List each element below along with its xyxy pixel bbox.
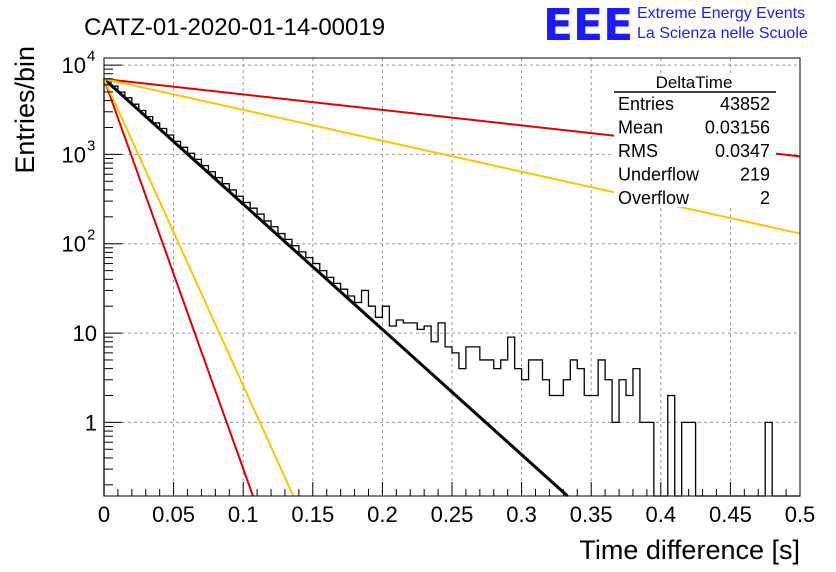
x-tick-label: 0.45 [709, 502, 752, 527]
histogram-outline [103, 78, 800, 497]
x-tick-label: 0.15 [291, 502, 334, 527]
x-tick-labels: 0 0.05 0.1 0.15 0.2 0.25 0.3 0.35 0.4 0.45 0.5 [98, 502, 815, 527]
x-tick-label: 0.1 [228, 502, 259, 527]
axis-ticks [103, 64, 801, 496]
stats-row-value: 2 [760, 188, 770, 208]
x-tick-label: 0.5 [785, 502, 816, 527]
y-tick-exponent: 2 [87, 227, 95, 244]
fit-line-1 [102, 77, 569, 498]
x-tick-label: 0.2 [367, 502, 398, 527]
y-tick-exponent: 4 [87, 48, 95, 65]
stats-row-value: 0.03156 [705, 118, 770, 138]
stats-row-label: RMS [618, 141, 658, 161]
stats-title: DeltaTime [656, 73, 733, 92]
x-tick-label: 0 [98, 502, 110, 527]
x-axis-label: Time difference [s] [579, 535, 800, 565]
stats-rows: Entries 43852 Mean 0.03156 RMS 0.0347 Underflo… [618, 94, 770, 208]
stats-row-label: Overflow [618, 188, 690, 208]
y-axis-label: Entries/bin [10, 46, 40, 174]
stats-row-value: 219 [740, 165, 770, 185]
y-tick-label: 10 [73, 321, 97, 346]
x-tick-label: 0.4 [646, 502, 677, 527]
stats-row-value: 0.0347 [715, 141, 770, 161]
x-tick-label: 0.05 [152, 502, 195, 527]
stats-box-background [614, 76, 776, 207]
fit-line-5 [103, 78, 295, 497]
eee-logo-mark: EEE [543, 0, 633, 51]
stats-box: DeltaTime Entries 43852 Mean 0.03156 RMS 0.03… [614, 73, 776, 208]
x-tick-label: 0.35 [570, 502, 613, 527]
logo-line-2: La Scienza nelle Scuole [637, 25, 808, 42]
eee-logo: EEE Extreme Energy Events La Scienza nel… [543, 0, 808, 51]
y-tick-label: 1 [85, 410, 97, 435]
fit-lines [102, 77, 801, 498]
fit-line-4 [103, 78, 254, 497]
y-tick-label: 10 [62, 142, 86, 167]
stats-row-label: Entries [618, 94, 674, 114]
x-tick-label: 0.25 [431, 502, 474, 527]
histogram [103, 78, 800, 497]
y-tick-label: 10 [62, 53, 86, 78]
y-tick-label: 10 [62, 232, 86, 257]
logo-line-1: Extreme Energy Events [637, 5, 805, 22]
stats-row-label: Mean [618, 118, 663, 138]
chart-title: CATZ-01-2020-01-14-00019 [84, 14, 385, 41]
stats-row-label: Underflow [618, 165, 700, 185]
fit-line-3 [103, 77, 801, 235]
stats-row-value: 43852 [720, 94, 770, 114]
x-tick-label: 0.3 [506, 502, 537, 527]
y-tick-exponent: 3 [87, 137, 95, 154]
